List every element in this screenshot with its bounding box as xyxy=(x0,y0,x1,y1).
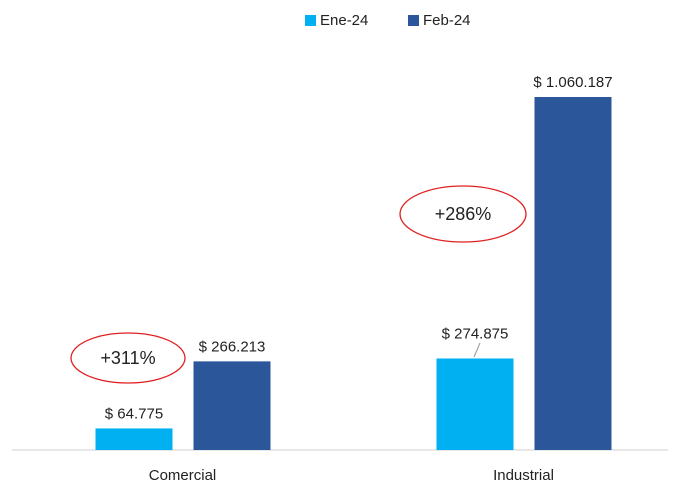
leader-line xyxy=(473,342,481,358)
annotation: +286% xyxy=(435,204,492,224)
data-label: $ 274.875 xyxy=(442,325,509,342)
annotation-ellipse xyxy=(70,332,186,384)
legend-swatch xyxy=(408,15,419,26)
annotation: +311% xyxy=(100,348,155,368)
legend-label: Feb-24 xyxy=(423,12,471,29)
data-label: $ 1.060.187 xyxy=(533,74,612,91)
data-label: $ 64.775 xyxy=(105,405,163,422)
bar xyxy=(436,358,514,450)
annotation-ellipse xyxy=(399,185,527,243)
bar xyxy=(95,428,173,450)
bar xyxy=(534,97,612,450)
legend-swatch xyxy=(305,15,316,26)
legend-label: Ene-24 xyxy=(320,12,368,29)
bar xyxy=(193,361,271,450)
data-label: $ 266.213 xyxy=(199,338,266,355)
x-tick-label: Comercial xyxy=(149,467,217,483)
x-tick-label: Industrial xyxy=(493,467,554,483)
